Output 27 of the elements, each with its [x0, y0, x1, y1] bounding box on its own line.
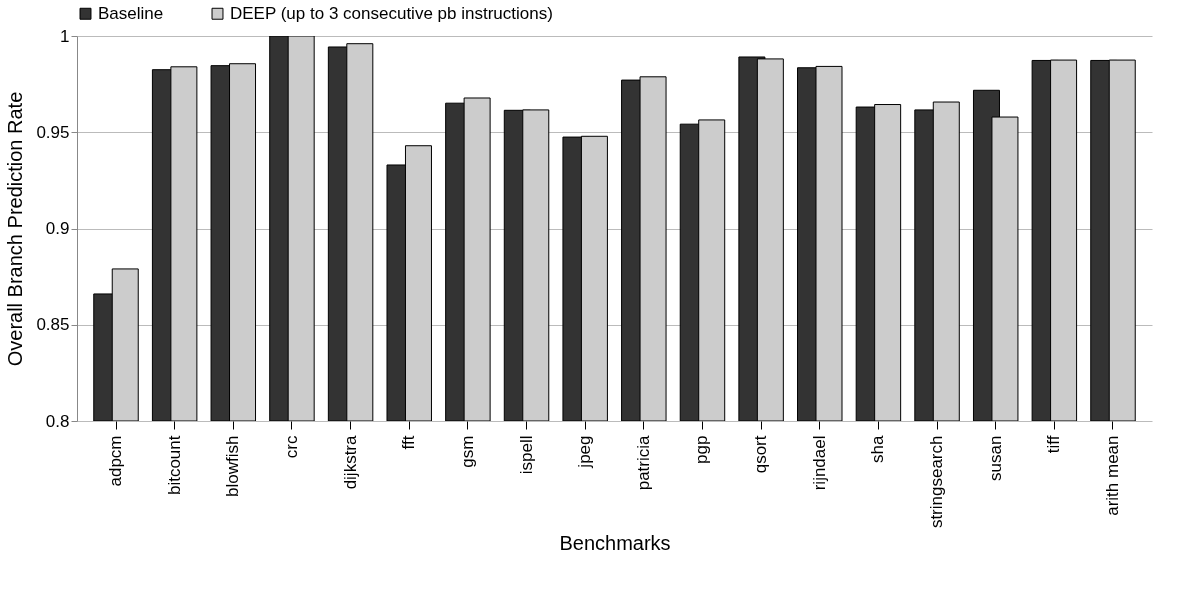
x-tick-label: pgp	[692, 435, 712, 464]
y-tick-label: 0.85	[36, 315, 70, 335]
x-tick-label: jpeg	[575, 435, 595, 469]
x-tick-label: stringsearch	[927, 435, 947, 529]
y-tick-label: 0.8	[45, 411, 70, 431]
x-tick-label: adpcm	[106, 435, 125, 487]
legend-label: Baseline	[98, 3, 164, 23]
y-tick-label: 1	[60, 26, 70, 46]
x-tick-label: qsort	[751, 435, 771, 474]
x-tick-label: bitcount	[164, 435, 184, 496]
x-axis-title: Benchmarks	[559, 532, 671, 555]
y-tick-label: 0.9	[45, 219, 70, 238]
x-tick-label: patricia	[633, 434, 653, 491]
x-tick-label: ispell	[516, 435, 536, 475]
x-tick-label: sha	[868, 434, 888, 463]
y-tick-label: 0.95	[36, 122, 70, 142]
x-tick-label: fft	[399, 435, 419, 450]
x-tick-label: susan	[985, 435, 1005, 481]
x-tick-label: rijndael	[809, 435, 829, 491]
x-tick-label: dijkstra	[340, 434, 360, 490]
y-axis-title: Overall Branch Prediction Rate	[4, 91, 27, 367]
x-tick-label: crc	[281, 435, 301, 459]
legend-label: DEEP (up to 3 consecutive pb instructions)	[230, 3, 553, 23]
x-tick-label: blowfish	[223, 435, 243, 497]
x-tick-label: gsm	[457, 435, 477, 468]
x-tick-label: tiff	[1044, 435, 1064, 454]
x-tick-label: arith mean	[1103, 435, 1122, 516]
